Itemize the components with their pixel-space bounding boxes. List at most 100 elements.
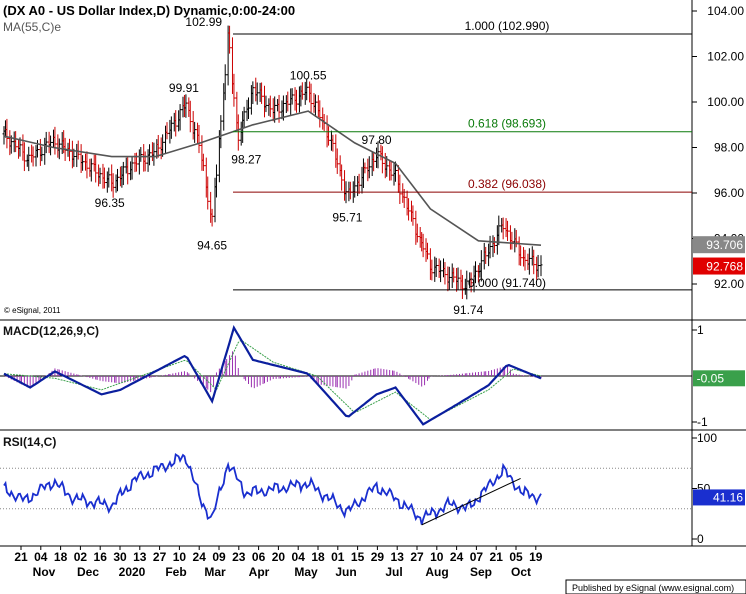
point-label: 95.71 [332,211,362,225]
price-bar [523,249,527,271]
price-bar [380,146,384,174]
price-bar [506,220,510,241]
price-bar [309,83,313,114]
point-label: 96.35 [95,196,125,210]
price-bar [210,208,214,227]
price-bar [44,131,48,154]
price-bar [469,272,473,293]
x-month-label: Aug [425,565,448,579]
publisher-box [565,579,746,594]
price-bar [49,135,53,156]
fibonacci-levels: 1.000 (102.990) 0.618 (98.693) 0.382 (96.0… [233,19,692,291]
price-bar [430,259,434,281]
price-bar [372,153,376,172]
price-bar [85,151,89,179]
x-month-label: Nov [33,565,56,579]
price-bar [169,116,173,139]
point-annotations: 99.91 96.35 102.99 94.65 98.27 100.55 95.71 97.… [95,15,484,317]
price-bar [94,153,98,183]
point-label: 98.27 [231,152,261,166]
rsi-tick-label: 0 [697,532,704,546]
price-bar [152,142,156,166]
x-day-label: 09 [212,550,226,564]
price-bar [536,254,540,278]
x-day-label: 13 [133,550,147,564]
x-day-label: 24 [450,550,464,564]
fib-label: 1.000 (102.990) [465,19,550,33]
price-bar [178,104,182,131]
rsi-trendline [421,477,521,526]
ma-label: MA(55,C)e [3,20,61,34]
ma-line [3,110,542,246]
x-month-label: May [294,565,318,579]
price-bar [286,91,290,112]
x-month-label: Mar [204,565,226,579]
price-bar [519,245,523,266]
price-bar [492,237,496,254]
price-bar [331,134,335,152]
price-bar [488,235,492,259]
price-bar [527,248,531,275]
price-bar [425,242,429,260]
x-day-label: 27 [153,550,167,564]
price-bar [121,161,125,186]
x-day-label: 13 [391,550,405,564]
fib-label: 0.000 (91.740) [468,276,546,290]
x-day-label: 30 [113,550,127,564]
price-bar [228,25,232,54]
price-bar [479,250,483,282]
price-bar [236,114,240,151]
price-bar [439,260,443,283]
price-bar [514,229,518,248]
macd-tick-label: -1 [697,415,708,429]
price-bar [290,88,294,105]
x-day-label: 18 [54,550,68,564]
price-bar [484,246,488,264]
price-bar [89,158,93,182]
price-bar [421,233,425,258]
price-tick-label: 96.00 [714,186,744,200]
fib-label: 0.382 (96.038) [468,177,546,191]
price-bar [300,82,304,100]
close-value-label: 92.768 [706,260,743,274]
x-day-label: 10 [173,550,187,564]
price-bar [264,95,268,113]
price-bar [456,267,460,290]
price-bar [415,223,419,243]
price-bar [5,118,9,149]
price-bar [40,146,44,162]
x-day-label: 20 [272,550,286,564]
x-day-label: 23 [232,550,246,564]
price-bar [14,131,18,153]
x-day-label: 21 [14,550,28,564]
point-label: 94.65 [197,239,227,253]
price-bar [539,255,543,277]
x-month-label: Apr [249,565,270,579]
price-bar [497,215,501,246]
point-label: 97.80 [362,133,392,147]
price-bar [260,82,264,104]
price-bar [22,142,26,172]
close-value-box [693,257,745,275]
macd-line [3,324,542,426]
point-label: 100.55 [290,68,327,82]
x-day-label: 04 [34,550,48,564]
price-bar [357,173,361,194]
price-bar [273,96,277,123]
macd-tick-label: 1 [697,323,704,337]
price-bar [219,115,223,149]
macd-value-box [693,370,745,387]
point-label: 102.99 [185,15,222,29]
rsi-line [3,452,542,525]
price-bar [251,81,255,105]
price-bar [188,100,192,133]
x-day-label: 05 [509,550,523,564]
price-bar [305,78,309,101]
price-bar [161,134,165,157]
x-day-label: 21 [490,550,504,564]
x-month-label: Jun [335,565,356,579]
x-day-label: 18 [311,550,325,564]
price-bar [134,152,138,172]
price-bar [107,167,111,188]
